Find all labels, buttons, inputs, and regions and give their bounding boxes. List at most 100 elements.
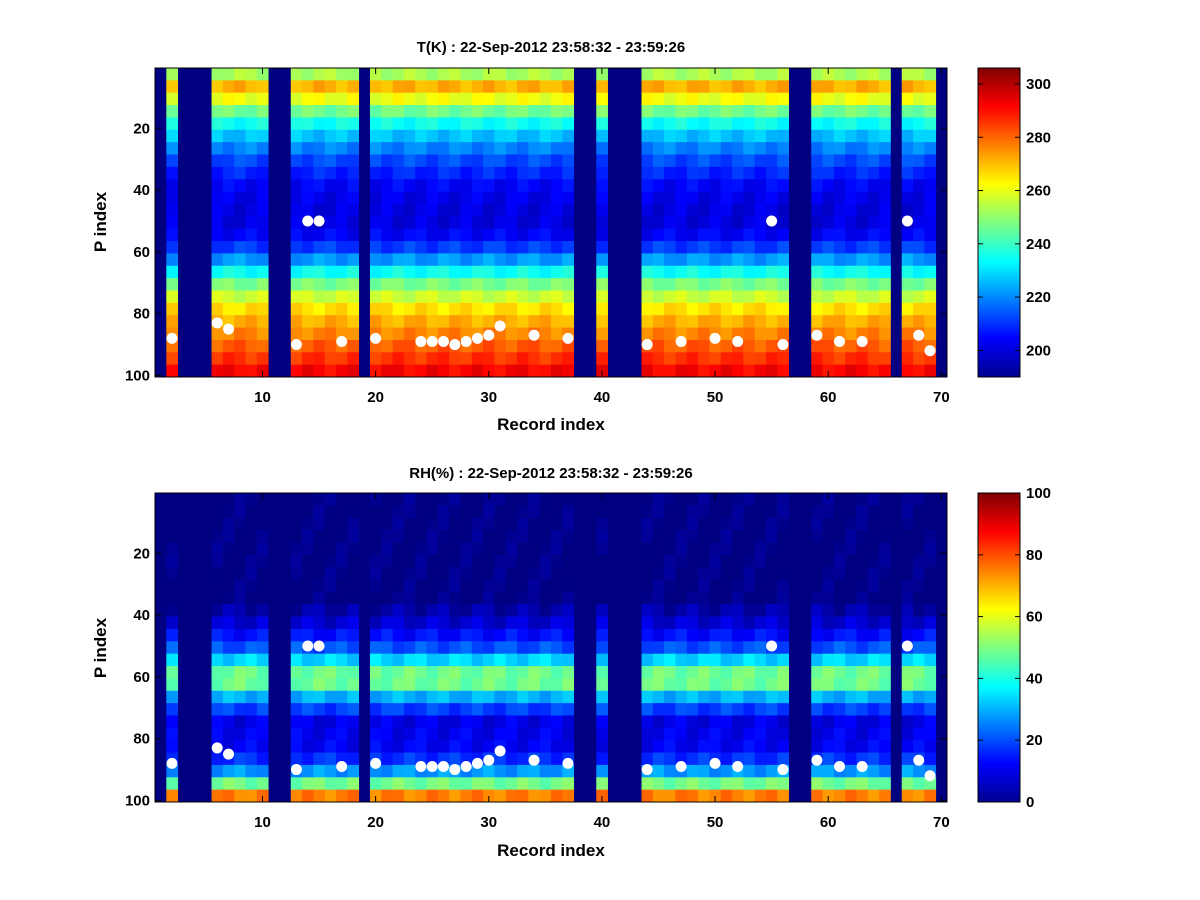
heatmap-cell [765,591,778,605]
heatmap-cell [302,265,314,279]
heatmap-cell [811,542,823,556]
heatmap-cell [562,517,575,531]
heatmap-cell [517,727,529,741]
heatmap-cell [686,789,699,803]
heatmap-cell [765,703,778,716]
heatmap-cell [336,493,348,506]
heatmap-cell [652,567,665,580]
heatmap-cell [528,666,541,679]
heatmap-cell [856,154,869,168]
heatmap-cell [765,253,778,267]
heatmap-cell [313,265,326,279]
heatmap-cell [641,666,654,679]
heatmap-cell [924,142,937,155]
heatmap-cell [652,265,665,279]
heatmap-cell [245,302,258,316]
heatmap-cell [166,703,179,716]
heatmap-cell [211,777,224,791]
heatmap-cell [709,777,722,791]
heatmap-cell [415,727,427,741]
heatmap-cell [426,690,439,704]
heatmap-cell [765,616,778,630]
x-tick-label: 40 [594,389,611,406]
heatmap-cell [856,517,869,531]
heatmap-cell [290,216,303,230]
heatmap-cell [426,129,439,143]
heatmap-cell [483,764,495,778]
heatmap-cell [641,493,654,506]
heatmap-cell [483,777,495,791]
heatmap-cell [596,352,608,366]
heatmap-cell [924,641,937,655]
x-tick-label: 40 [594,814,611,831]
heatmap-cell [302,542,314,556]
heatmap-cell [392,166,405,180]
heatmap-cell [505,740,518,753]
heatmap-cell [505,653,518,667]
heatmap-cell [222,777,235,791]
heatmap-cell [924,105,937,118]
heatmap-cell [369,166,382,180]
heatmap-cell [336,129,348,143]
heatmap-cell [505,505,518,519]
heatmap-cell [528,203,541,217]
heatmap-cell [822,166,835,180]
heatmap-cell [460,777,473,791]
heatmap-cell [709,129,722,143]
heatmap-cell [652,203,665,217]
heatmap-cell [403,216,416,230]
heatmap-cell [222,727,235,741]
heatmap-cell [256,752,269,766]
heatmap-cell [765,352,778,366]
heatmap-cell [867,364,880,378]
heatmap-cell [867,216,880,230]
heatmap-cell [494,339,507,353]
heatmap-cell [732,517,744,531]
heatmap-cell [517,142,529,155]
heatmap-cell [313,740,326,753]
heatmap-cell [166,567,179,580]
heatmap-cell [528,789,541,803]
marker-point [562,757,574,769]
heatmap-cell [698,727,710,741]
heatmap-cell [551,179,563,192]
heatmap-cell [528,166,541,180]
heatmap-cell [732,179,744,192]
heatmap-cell [415,678,427,692]
heatmap-cell [256,166,269,180]
heatmap-cell [222,690,235,704]
heatmap-cell [664,777,676,791]
heatmap-cell [460,666,473,679]
heatmap-cell [811,653,823,667]
heatmap-cell [415,105,427,118]
heatmap-cell [460,129,473,143]
heatmap-cell [743,117,756,131]
heatmap-cell [743,278,756,291]
heatmap-cell [686,191,699,205]
heatmap-cell [732,752,744,766]
heatmap-cell [494,92,507,106]
heatmap-cell [732,253,744,267]
heatmap-cell [698,678,710,692]
heatmap-cell [675,302,688,316]
humidity-title: RH(%) : 22-Sep-2012 23:58:32 - 23:59:26 [409,465,692,482]
heatmap-cell [290,628,303,642]
heatmap-cell [879,68,891,81]
heatmap-cell [336,179,348,192]
heatmap-cell [313,203,326,217]
heatmap-cell [437,641,450,655]
heatmap-cell [913,604,925,617]
heatmap-cell [460,253,473,267]
heatmap-cell [415,154,427,168]
heatmap-cell [777,302,789,316]
heatmap-cell [494,616,507,630]
heatmap-cell [856,216,869,230]
heatmap-cell [166,579,179,593]
heatmap-cell [856,493,869,506]
heatmap-cell [166,517,179,531]
heatmap-cell [539,740,552,753]
heatmap-cell [324,505,337,519]
heatmap-cell [833,315,846,328]
heatmap-cell [302,666,314,679]
